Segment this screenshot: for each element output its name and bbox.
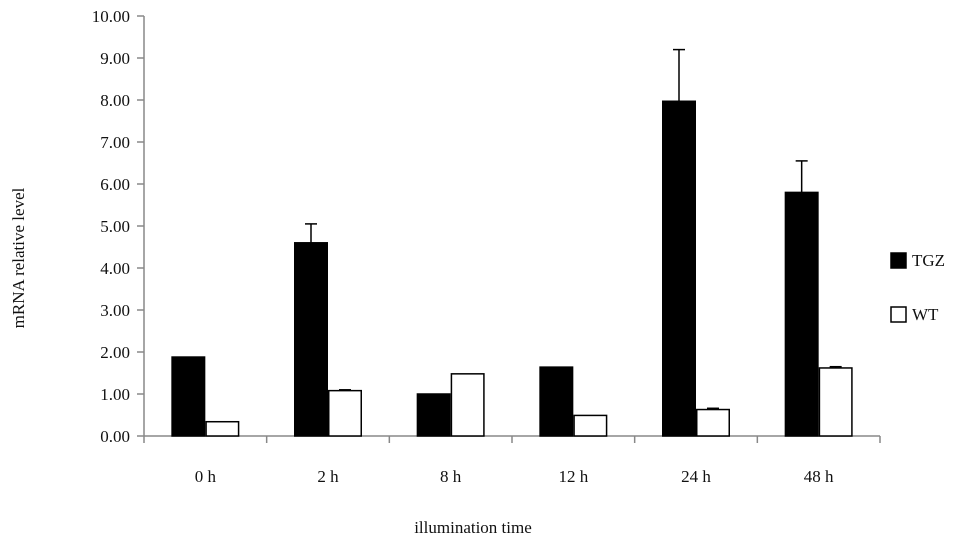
bar-wt: [328, 389, 362, 437]
y-tick-label: 8.00: [100, 91, 130, 110]
x-tick-label: 48 h: [804, 467, 834, 486]
x-tick-label: 24 h: [681, 467, 711, 486]
x-axis-title: illumination time: [414, 518, 532, 537]
x-tick-label: 2 h: [317, 467, 339, 486]
bar-tgz: [294, 242, 328, 437]
x-tick-label: 0 h: [195, 467, 217, 486]
bar-wt: [205, 420, 240, 437]
y-tick-label: 0.00: [100, 427, 130, 446]
y-axis: 0.00 1.00 2.00 3.00 4.00 5.00 6.00 7.00 8.00 9.00…: [92, 7, 145, 446]
y-tick-label: 6.00: [100, 175, 130, 194]
bar-tgz: [784, 191, 819, 437]
bar-wt: [450, 373, 485, 437]
bar-wt: [818, 367, 853, 437]
bar-wt: [696, 408, 730, 437]
legend: TGZ WT: [890, 251, 945, 324]
y-tick-label: 5.00: [100, 217, 130, 236]
y-axis-title: mRNA relative level: [9, 187, 28, 328]
bars: [171, 48, 853, 437]
bar-wt: [573, 414, 608, 437]
x-axis: 0 h 2 h 8 h 12 h 24 h 48 h: [143, 435, 881, 486]
legend-label-tgz: TGZ: [912, 251, 945, 270]
bar-tgz: [662, 100, 696, 437]
legend-swatch-wt: [890, 306, 907, 323]
y-tick-label: 4.00: [100, 259, 130, 278]
x-tick-label: 8 h: [440, 467, 462, 486]
bar-tgz: [171, 356, 206, 437]
bar-tgz: [416, 393, 451, 437]
y-tick-label: 1.00: [100, 385, 130, 404]
legend-label-wt: WT: [912, 305, 939, 324]
bar-tgz: [539, 366, 574, 437]
legend-swatch-tgz: [890, 252, 907, 269]
y-tick-label: 9.00: [100, 49, 130, 68]
y-tick-label: 2.00: [100, 343, 130, 362]
x-tick-label: 12 h: [558, 467, 588, 486]
y-tick-label: 10.00: [92, 7, 130, 26]
y-tick-label: 7.00: [100, 133, 130, 152]
y-tick-label: 3.00: [100, 301, 130, 320]
